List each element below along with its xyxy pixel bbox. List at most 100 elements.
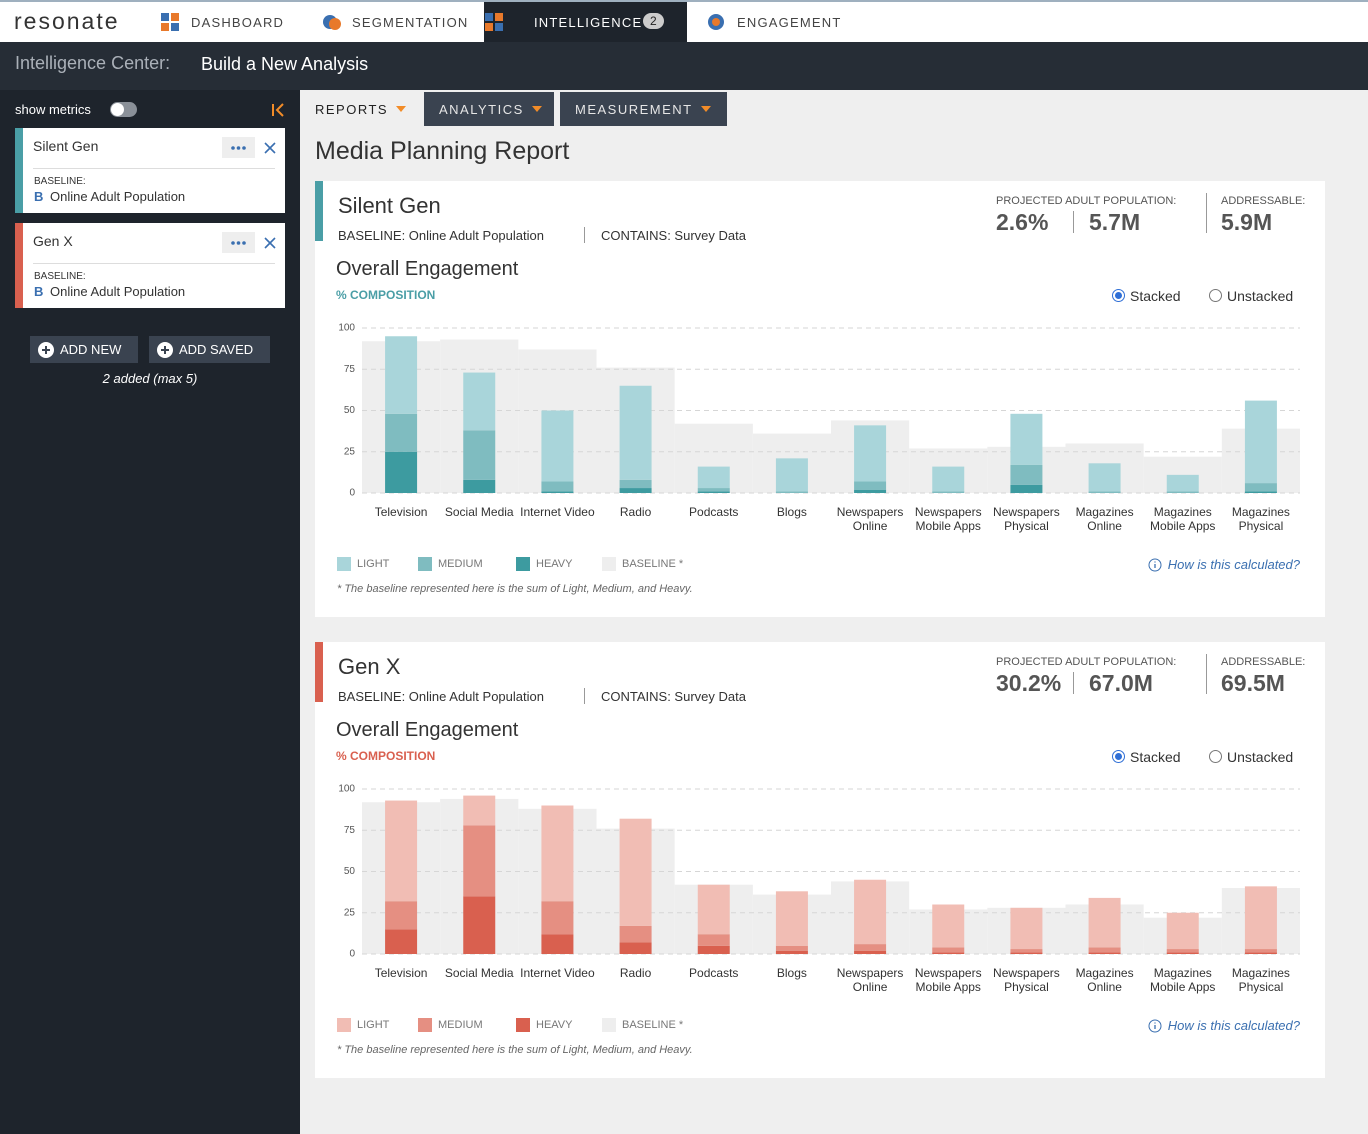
bar-segment bbox=[541, 805, 574, 902]
view-radio[interactable] bbox=[1209, 289, 1222, 302]
bar-segment bbox=[1010, 952, 1043, 954]
x-tick-label: Newspapers Physical bbox=[993, 966, 1060, 994]
bar-segment bbox=[385, 413, 418, 452]
contains-text: CONTAINS: Survey Data bbox=[601, 228, 746, 243]
bar-segment bbox=[1010, 484, 1043, 493]
bar-segment bbox=[1244, 886, 1277, 950]
bar-segment bbox=[854, 944, 887, 951]
more-button[interactable] bbox=[222, 232, 255, 253]
x-tick-label: Radio bbox=[619, 505, 652, 519]
legend-swatch bbox=[602, 557, 616, 571]
legend-label: LIGHT bbox=[357, 558, 390, 570]
bar-segment bbox=[619, 818, 652, 926]
view-label: Stacked bbox=[1130, 288, 1181, 304]
help-link[interactable]: How is this calculated? bbox=[1148, 1018, 1300, 1033]
bar-segment bbox=[1088, 463, 1121, 492]
bar-segment bbox=[1010, 464, 1043, 485]
collapse-icon[interactable] bbox=[270, 102, 286, 118]
y-tick-label: 25 bbox=[344, 446, 356, 457]
legend-label: HEAVY bbox=[536, 1019, 573, 1031]
x-tick-label: Magazines Physical bbox=[1231, 505, 1290, 533]
x-tick-label: Magazines Mobile Apps bbox=[1150, 505, 1216, 533]
remove-button[interactable] bbox=[263, 236, 277, 250]
stat-sep bbox=[1073, 211, 1074, 233]
legend-label: BASELINE * bbox=[622, 558, 684, 570]
header: Intelligence Center: Build a New Analysi… bbox=[0, 42, 1368, 90]
baseline-icon: B bbox=[34, 189, 44, 204]
more-button[interactable] bbox=[222, 137, 255, 158]
toggle[interactable] bbox=[110, 102, 137, 117]
help-text: How is this calculated? bbox=[1167, 557, 1300, 572]
segment-name: Silent Gen bbox=[338, 193, 441, 218]
card-name: Silent Gen bbox=[33, 138, 99, 154]
chart: 0 25 50 75 100 bbox=[338, 784, 1300, 960]
nav-item[interactable]: INTELLIGENCE 2 bbox=[484, 2, 687, 42]
bar-segment bbox=[1010, 413, 1043, 465]
x-tick-label: Newspapers Physical bbox=[993, 505, 1060, 533]
bar-segment bbox=[385, 901, 418, 930]
report-tab[interactable]: ANALYTICS bbox=[424, 92, 554, 126]
y-tick-label: 100 bbox=[338, 323, 355, 334]
bar-segment bbox=[1010, 949, 1043, 953]
chart-title: Overall Engagement bbox=[336, 258, 519, 280]
x-tick-label: Magazines Physical bbox=[1231, 966, 1290, 994]
plus-icon bbox=[38, 341, 54, 358]
x-tick-label: Magazines Online bbox=[1075, 505, 1134, 533]
accent-bar bbox=[315, 181, 323, 241]
x-tick-label: Blogs bbox=[776, 505, 807, 519]
bar-segment bbox=[463, 479, 496, 493]
view-radio[interactable] bbox=[1112, 750, 1125, 763]
footnote: * The baseline represented here is the s… bbox=[337, 1044, 693, 1056]
nav-item[interactable]: DASHBOARD bbox=[150, 2, 320, 42]
addr-value: 5.9M bbox=[1221, 209, 1273, 235]
bar-segment bbox=[619, 488, 652, 493]
bar-segment bbox=[1166, 912, 1199, 950]
view-radio[interactable] bbox=[1209, 750, 1222, 763]
nav-item[interactable]: SEGMENTATION bbox=[312, 2, 502, 42]
bar-segment bbox=[775, 945, 808, 951]
report-tab[interactable]: REPORTS bbox=[300, 92, 418, 126]
chart-subtitle: % COMPOSITION bbox=[336, 288, 436, 302]
pop-pct: 30.2% bbox=[996, 670, 1062, 696]
bar-segment bbox=[463, 896, 496, 954]
nav-item[interactable]: ENGAGEMENT bbox=[696, 2, 856, 42]
pop-label: PROJECTED ADULT POPULATION: bbox=[996, 656, 1177, 668]
x-tick-label: Internet Video bbox=[520, 966, 595, 980]
bar-segment bbox=[697, 491, 730, 493]
y-tick-label: 100 bbox=[338, 784, 355, 795]
report-tab[interactable]: MEASUREMENT bbox=[560, 92, 727, 126]
nav-icon bbox=[485, 13, 503, 31]
nav-icon bbox=[708, 14, 724, 30]
remove-button[interactable] bbox=[263, 141, 277, 155]
bar-segment bbox=[932, 491, 965, 493]
bar-segment bbox=[619, 925, 652, 943]
card-name: Gen X bbox=[33, 233, 73, 249]
logo[interactable]: resonate bbox=[14, 8, 120, 34]
bar-segment bbox=[1166, 474, 1199, 492]
legend-swatch bbox=[516, 1018, 530, 1032]
legend-swatch bbox=[337, 557, 351, 571]
addr-value: 69.5M bbox=[1221, 670, 1285, 696]
legend-swatch bbox=[602, 1018, 616, 1032]
count-note: 2 added (max 5) bbox=[102, 371, 198, 386]
baseline-icon: B bbox=[34, 284, 44, 299]
bar-segment bbox=[463, 430, 496, 480]
y-tick-label: 0 bbox=[349, 488, 355, 499]
caret bbox=[531, 106, 542, 112]
view-label: Stacked bbox=[1130, 749, 1181, 765]
bar-segment bbox=[697, 884, 730, 935]
bar-segment bbox=[1088, 947, 1121, 953]
bar-segment bbox=[385, 800, 418, 902]
bar-segment bbox=[932, 947, 965, 953]
legend-label: HEAVY bbox=[536, 558, 573, 570]
header-title: Build a New Analysis bbox=[201, 54, 369, 74]
help-link[interactable]: How is this calculated? bbox=[1148, 557, 1300, 572]
bar-segment bbox=[1244, 400, 1277, 484]
view-radio[interactable] bbox=[1112, 289, 1125, 302]
x-tick-label: Blogs bbox=[776, 966, 807, 980]
chart: 0 25 50 75 100 bbox=[338, 323, 1300, 499]
y-tick-label: 25 bbox=[344, 907, 356, 918]
add-button[interactable]: ADD NEW bbox=[30, 336, 138, 363]
tab-label: ANALYTICS bbox=[439, 101, 524, 117]
add-button[interactable]: ADD SAVED bbox=[149, 336, 270, 363]
